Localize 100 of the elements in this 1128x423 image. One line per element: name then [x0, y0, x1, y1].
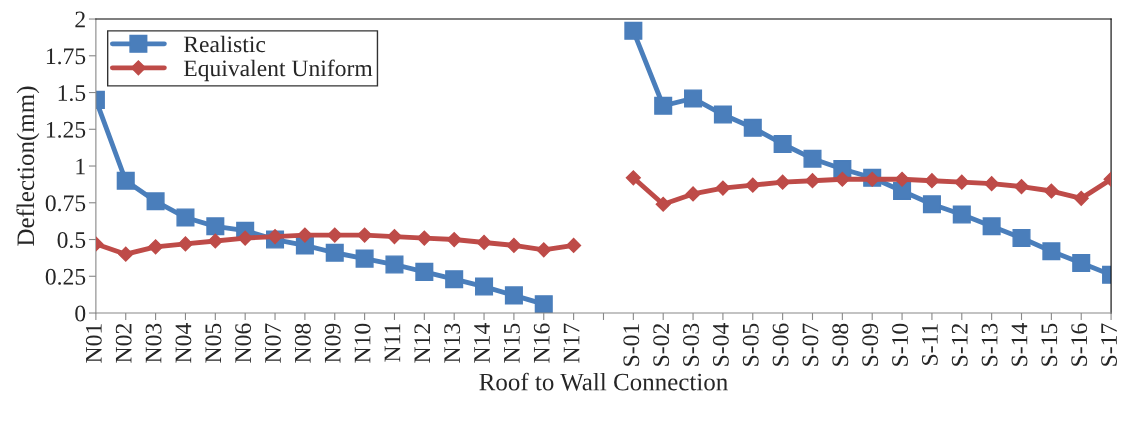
x-tick-label: N01: [85, 324, 102, 363]
x-tick-label: S-04: [712, 323, 729, 366]
point: [116, 171, 135, 190]
point: [803, 149, 822, 168]
point: [775, 174, 791, 190]
point: [773, 134, 792, 154]
x-tick-label: S-14: [1011, 323, 1028, 366]
x-tick-label: S-16: [1071, 323, 1088, 366]
point: [952, 205, 971, 224]
point: [176, 208, 195, 227]
x-tick-label: S-10: [892, 323, 908, 366]
point: [446, 231, 462, 248]
y-tick-label: 0.25: [45, 268, 86, 285]
point: [506, 237, 522, 253]
x-axis-title: Roof to Wall Connection: [479, 372, 728, 391]
point: [685, 186, 701, 202]
point: [534, 295, 553, 314]
point: [984, 176, 1000, 192]
point: [982, 217, 1001, 236]
x-tick-label: N12: [414, 324, 430, 363]
x-tick-label: N11: [384, 324, 401, 362]
y-tick-label: 1.75: [46, 48, 86, 65]
point: [385, 255, 404, 274]
x-tick-label: N17: [563, 323, 580, 363]
x-tick-label: S-02: [653, 324, 670, 366]
point: [118, 246, 134, 262]
point: [325, 243, 344, 262]
point: [924, 173, 940, 189]
x-tick-label: S-17: [1101, 323, 1117, 366]
point: [386, 229, 403, 245]
y-tick-label: 0.75: [45, 195, 86, 212]
x-tick-label: N08: [294, 323, 311, 363]
x-tick-label: S-09: [862, 323, 879, 366]
x-tick-label: N16: [533, 323, 550, 363]
point: [297, 227, 313, 243]
point: [566, 237, 582, 253]
point: [922, 195, 941, 214]
point: [475, 277, 494, 296]
x-tick-label: S-05: [742, 323, 759, 366]
point: [267, 229, 283, 245]
x-tick-label: N06: [235, 323, 252, 363]
point: [416, 230, 432, 246]
point: [654, 96, 673, 115]
x-tick-label: N09: [324, 323, 341, 363]
x-tick-label: N15: [503, 323, 520, 363]
point: [1043, 183, 1059, 199]
x-tick-label: N02: [115, 324, 132, 363]
point: [745, 177, 761, 193]
x-tick-label: N05: [205, 323, 222, 363]
x-tick-label: N10: [354, 323, 371, 363]
point: [1012, 229, 1031, 248]
x-tick-label: S-06: [772, 323, 789, 366]
point: [327, 227, 343, 243]
point: [355, 249, 374, 268]
point: [624, 21, 643, 40]
point: [237, 230, 253, 246]
point: [684, 89, 703, 108]
y-tick-label: 1.25: [46, 121, 86, 138]
point: [713, 105, 732, 124]
y-tick-label: 0: [75, 305, 86, 322]
point: [445, 270, 464, 289]
x-tick-label: S-03: [683, 323, 699, 366]
point: [476, 234, 492, 251]
x-tick-label: N04: [175, 323, 192, 363]
point: [357, 227, 373, 243]
point: [625, 170, 641, 186]
point: [743, 118, 762, 137]
x-tick-label: S-11: [921, 324, 938, 365]
point: [504, 286, 523, 305]
x-tick-label: N07: [265, 323, 281, 363]
point: [893, 181, 912, 201]
point: [177, 236, 194, 252]
point: [415, 262, 434, 281]
legend-label: Equivalent Uniform: [183, 59, 373, 82]
point: [536, 242, 552, 258]
point: [207, 233, 223, 249]
point: [1072, 254, 1091, 273]
x-tick-label: S-13: [981, 323, 998, 366]
x-tick-label: N03: [145, 323, 162, 363]
y-tick-label: 1: [76, 158, 85, 175]
y-tick-label: 0.5: [57, 232, 86, 249]
point: [894, 171, 910, 187]
x-tick-label: N13: [444, 323, 461, 363]
x-tick-label: S-15: [1041, 323, 1058, 366]
point: [655, 196, 671, 212]
point: [1013, 179, 1030, 195]
point: [1073, 190, 1089, 206]
point: [206, 217, 225, 236]
point: [146, 192, 165, 211]
y-axis-title: Deflection(mm): [16, 86, 40, 246]
x-tick-label: S-07: [802, 323, 819, 366]
x-tick-label: S-08: [832, 323, 849, 366]
x-tick-label: S-12: [951, 324, 968, 366]
x-tick-label: N14: [474, 323, 490, 363]
point: [148, 239, 164, 255]
x-tick-label: S-01: [623, 324, 640, 366]
y-tick-label: 1.5: [58, 85, 86, 102]
point: [954, 174, 970, 190]
y-tick-label: 2: [75, 11, 85, 28]
legend-label: Realistic: [183, 35, 266, 53]
